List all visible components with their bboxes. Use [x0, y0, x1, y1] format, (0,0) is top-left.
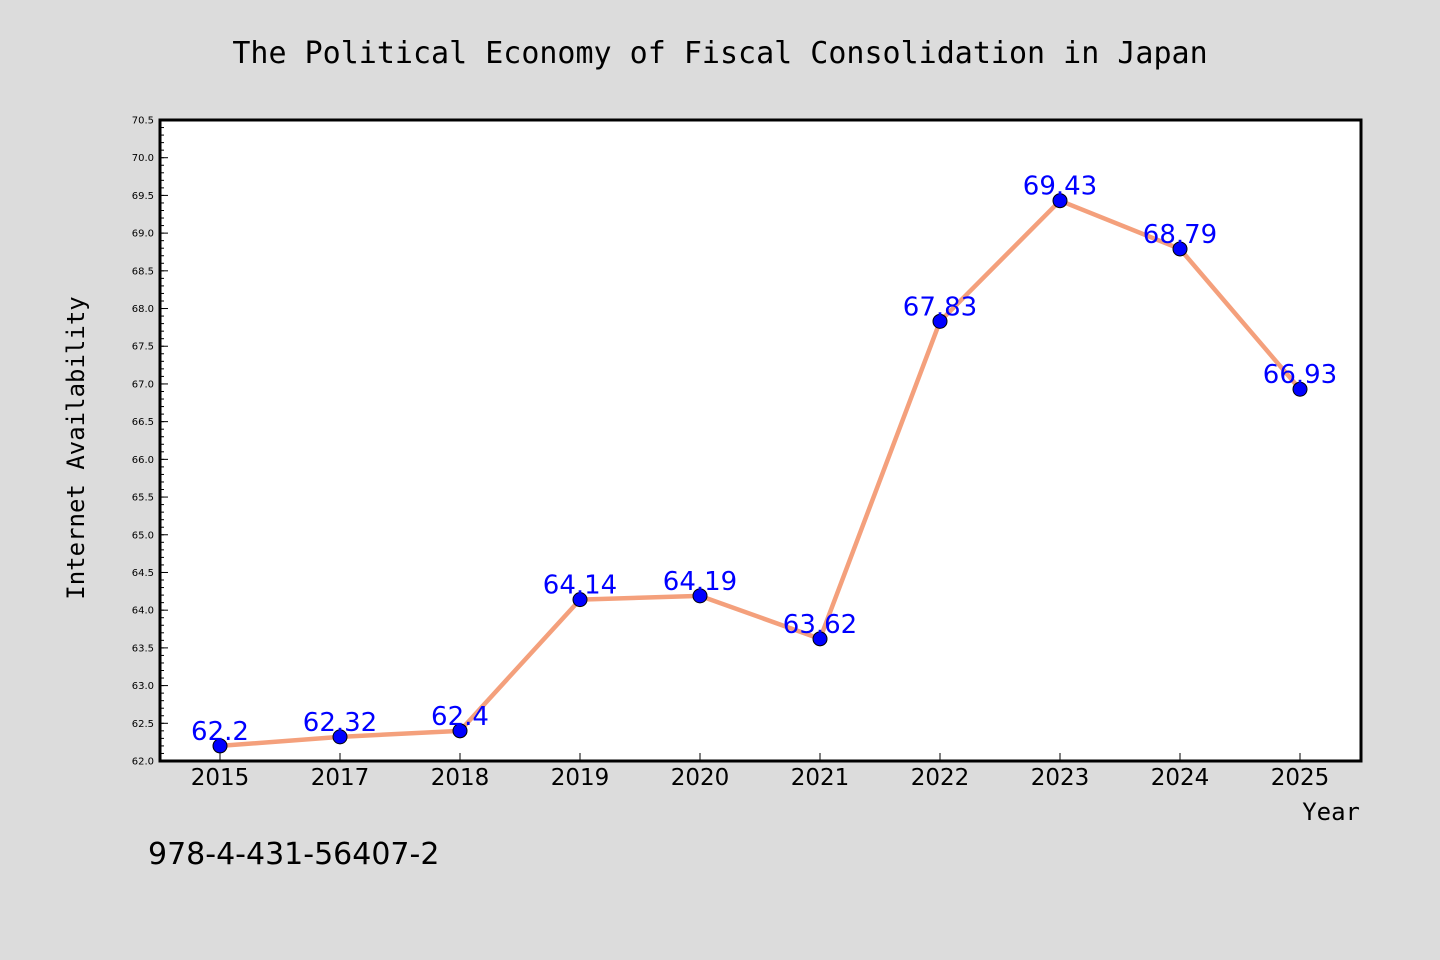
x-tick-label: 2023 — [1031, 765, 1090, 791]
y-tick-label: 65.0 — [132, 530, 154, 541]
data-label: 62.32 — [303, 708, 377, 738]
y-tick-label: 69.5 — [132, 191, 154, 202]
footnote-isbn: 978-4-431-56407-2 — [148, 837, 439, 872]
data-label: 67.83 — [903, 292, 977, 322]
x-tick-label: 2021 — [791, 765, 850, 791]
x-tick-label: 2019 — [551, 765, 610, 791]
x-tick-label: 2020 — [671, 765, 730, 791]
data-point — [212, 738, 228, 754]
data-point — [1292, 381, 1308, 397]
y-axis: 62.0 62.5 63.0 63.5 64.0 64.5 65.0 65.5 66.0 66.5… — [132, 116, 168, 768]
y-tick-label: 62.0 — [132, 757, 154, 768]
y-tick-label: 66.5 — [132, 417, 154, 428]
data-label: 62.2 — [191, 717, 249, 747]
x-tick-label: 2015 — [191, 765, 250, 791]
data-point — [572, 592, 588, 608]
chart-title: The Political Economy of Fiscal Consolid… — [232, 36, 1207, 71]
y-tick-label: 70.0 — [132, 153, 154, 164]
data-label: 66.93 — [1263, 360, 1337, 390]
data-label: 63.62 — [783, 610, 857, 640]
y-tick-label: 67.5 — [132, 342, 154, 353]
data-point — [932, 313, 948, 329]
x-tick-label: 2018 — [431, 765, 490, 791]
data-label: 64.14 — [543, 571, 617, 601]
data-label: 64.19 — [663, 567, 737, 597]
y-tick-label: 66.0 — [132, 455, 154, 466]
y-tick-label: 64.5 — [132, 568, 154, 579]
series-group: 62.2 62.32 62.4 64.14 64.19 63.62 67.83 69.43 68… — [191, 172, 1337, 754]
data-label: 69.43 — [1023, 172, 1097, 202]
y-tick-label: 64.0 — [132, 606, 154, 617]
data-point — [452, 723, 468, 739]
data-point — [812, 631, 828, 647]
data-point — [1172, 241, 1188, 257]
y-tick-label: 62.5 — [132, 719, 154, 730]
y-axis-title: Internet Availability — [62, 296, 90, 599]
y-tick-label: 69.0 — [132, 229, 154, 240]
y-tick-label: 63.5 — [132, 643, 154, 654]
data-point — [692, 588, 708, 604]
data-point — [1052, 193, 1068, 209]
y-tick-label: 65.5 — [132, 493, 154, 504]
x-tick-label: 2024 — [1151, 765, 1210, 791]
y-tick-label: 68.5 — [132, 266, 154, 277]
x-tick-label: 2022 — [911, 765, 970, 791]
y-tick-label: 63.0 — [132, 681, 154, 692]
x-axis-title: Year — [1302, 798, 1360, 826]
y-tick-label: 67.0 — [132, 379, 154, 390]
y-tick-label: 70.5 — [132, 116, 154, 127]
data-point — [332, 729, 348, 745]
x-tick-label: 2025 — [1271, 765, 1330, 791]
data-label: 62.4 — [431, 702, 489, 732]
x-tick-label: 2017 — [311, 765, 370, 791]
plot-area — [158, 118, 1363, 763]
x-axis: 2015 2017 2018 2019 2020 2021 2022 2023 2024 2025 — [191, 753, 1330, 791]
series-line — [217, 198, 1303, 749]
y-tick-label: 68.0 — [132, 304, 154, 315]
data-label: 68.79 — [1143, 220, 1217, 250]
